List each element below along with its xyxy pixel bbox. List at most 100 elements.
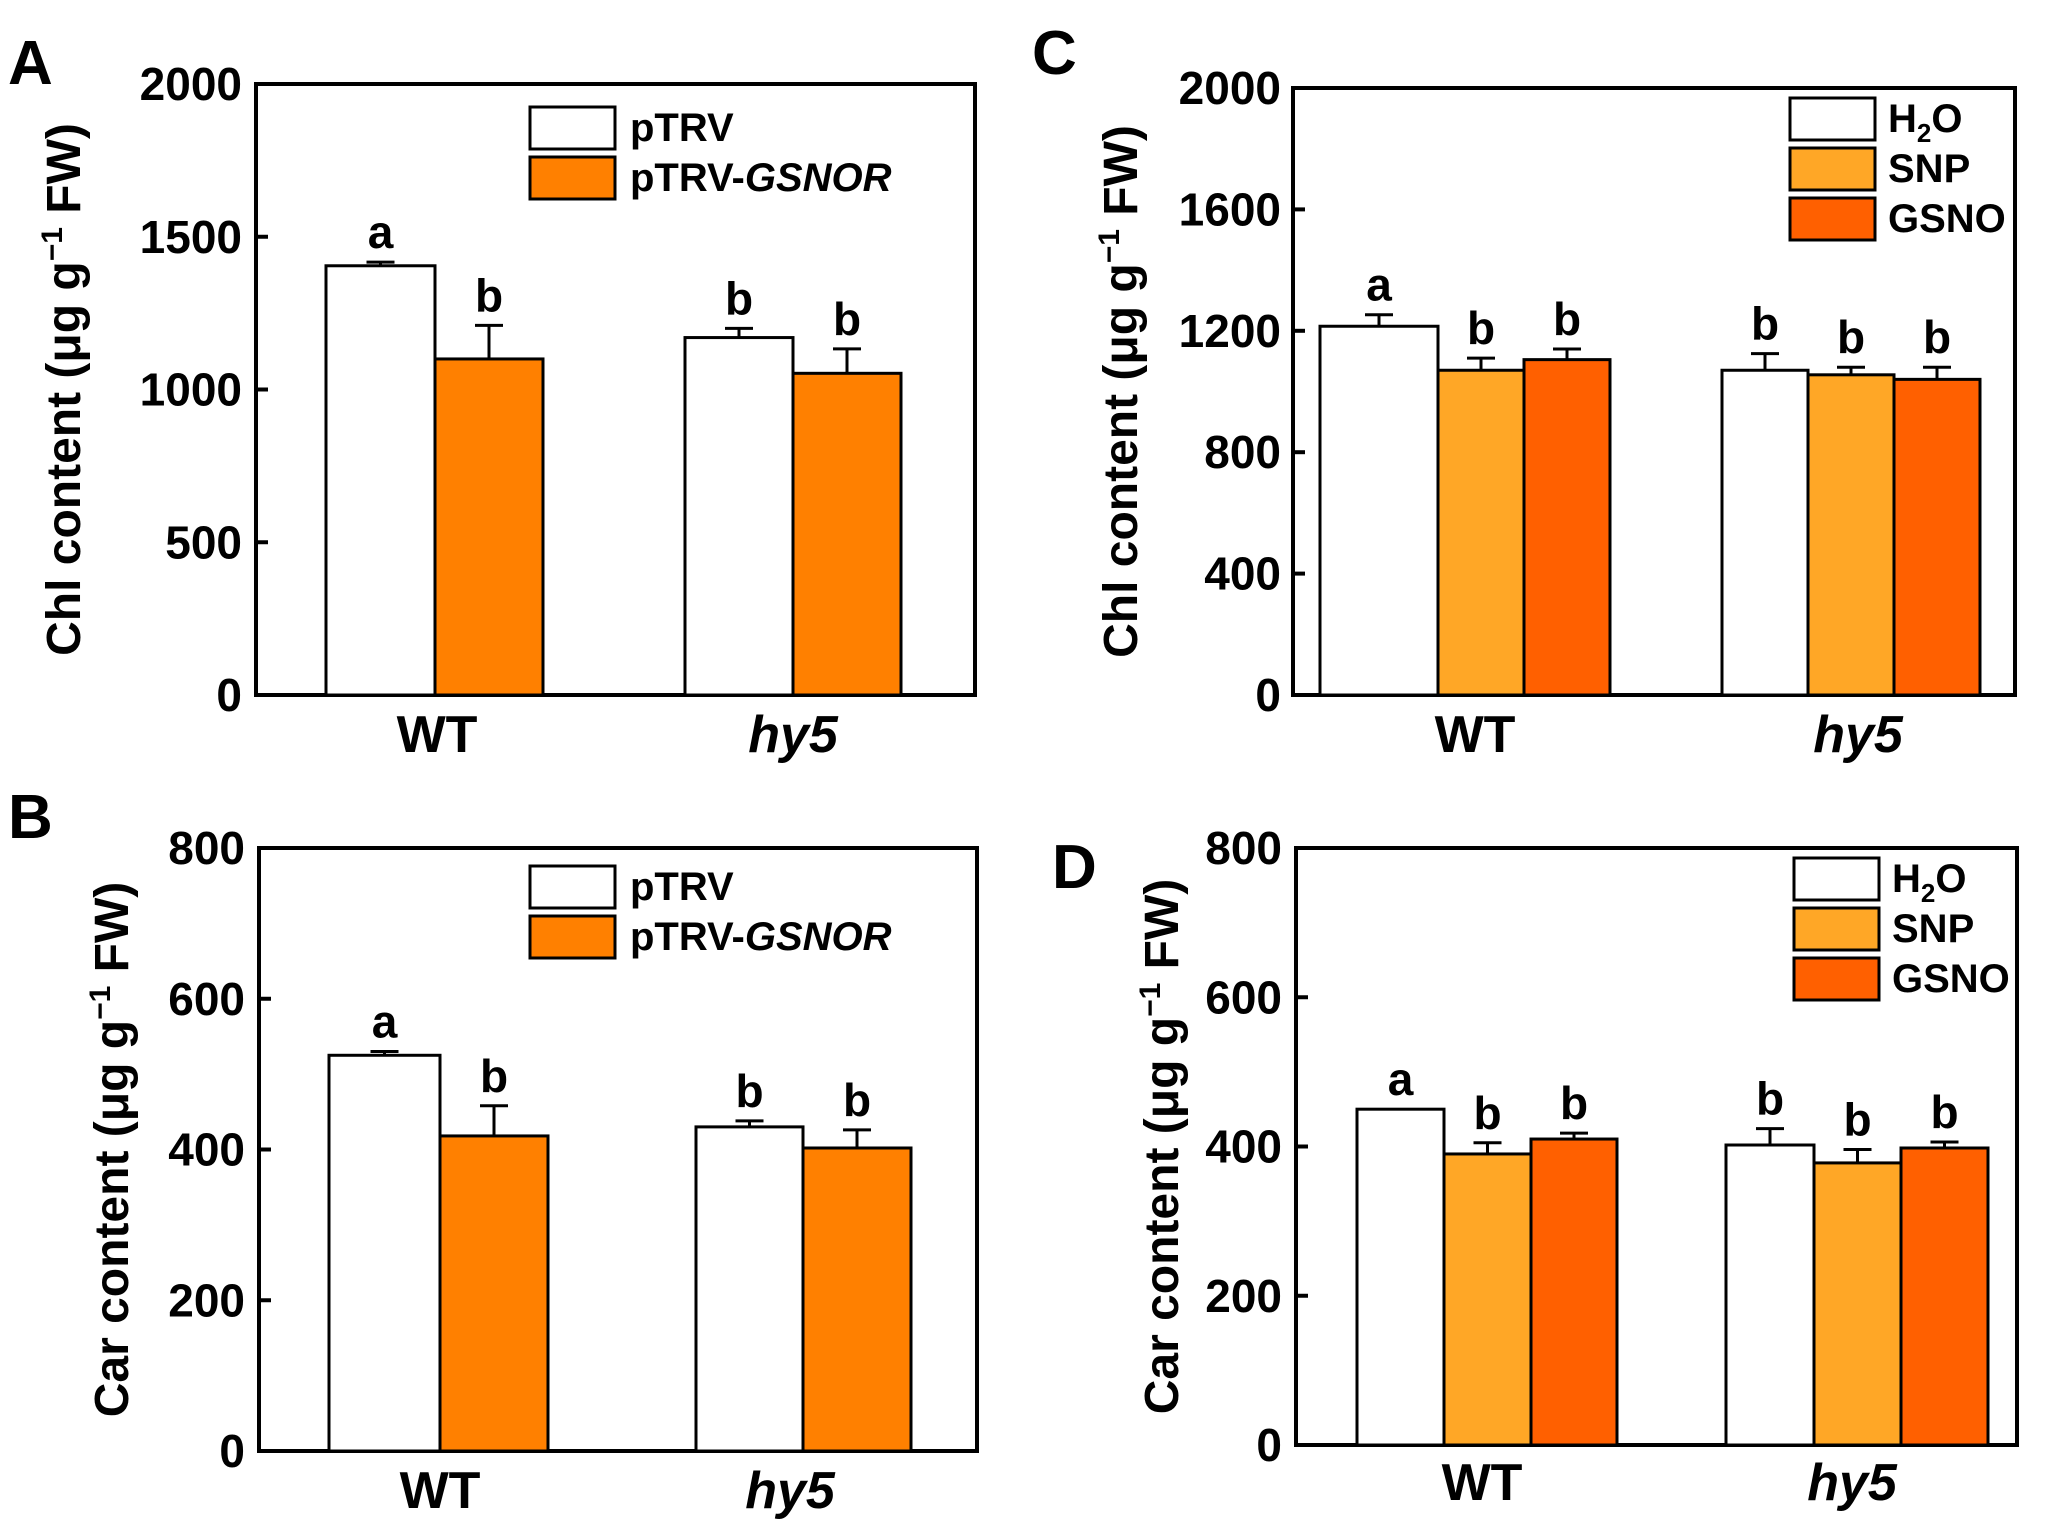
legend-swatch (528, 864, 617, 910)
bar-gsno-wt (1529, 1137, 1619, 1447)
significance-letter: b (1473, 1087, 1501, 1139)
panel-label: D (1052, 833, 1097, 902)
y-tick-label: 500 (165, 516, 242, 568)
y-axis-title: Chl content (μg g−1 FW) (36, 123, 91, 656)
legend-swatch (1788, 96, 1877, 142)
bar-h2o-hy5 (1724, 1143, 1816, 1447)
legend-swatch (528, 914, 617, 960)
significance-letter: b (1467, 302, 1495, 354)
y-tick-label: 400 (1204, 548, 1281, 600)
legend-swatch (528, 155, 617, 201)
significance-letter: b (1930, 1086, 1958, 1138)
bar-ptrv-gsnor-hy5 (791, 371, 903, 697)
y-tick-label: 0 (216, 669, 242, 721)
significance-letter: b (1751, 298, 1779, 350)
y-axis-title: Car content (μg g−1 FW) (1134, 879, 1189, 1415)
y-tick-label: 0 (219, 1425, 245, 1477)
chart-panel-c: 0 400 800 1200 1600 2000 Chl content (μg g−1 F… (1032, 19, 2017, 764)
x-category-label: hy5 (745, 1462, 836, 1520)
bar-snp-hy5 (1806, 373, 1896, 697)
plot-frame (1291, 86, 2017, 697)
bar-h2o-wt (1355, 1107, 1446, 1447)
legend-label: pTRV (630, 106, 734, 150)
x-category-label: hy5 (748, 706, 839, 764)
legend-swatch (1792, 856, 1881, 902)
significance-letter: b (1843, 1093, 1871, 1145)
bar-ptrv-hy5 (683, 336, 795, 697)
significance-letter: b (1553, 293, 1581, 345)
bar-ptrv-gsnor-wt (438, 1134, 550, 1453)
y-tick-label: 0 (1256, 1419, 1282, 1471)
legend-label: pTRV-GSNOR (630, 156, 892, 200)
significance-letter: a (1388, 1053, 1414, 1105)
significance-letter: b (480, 1050, 508, 1102)
significance-letter: b (735, 1065, 763, 1117)
bar-h2o-hy5 (1720, 368, 1810, 697)
y-tick-label: 400 (1205, 1121, 1282, 1173)
bar-ptrv-gsnor-wt (433, 357, 545, 697)
legend: pTRV pTRV-GSNOR (528, 105, 892, 201)
x-category-label: WT (400, 1462, 481, 1520)
y-tick-label: 600 (1205, 971, 1282, 1023)
significance-letter: a (1366, 259, 1392, 311)
bar-h2o-wt (1318, 324, 1440, 697)
significance-letter: b (725, 272, 753, 324)
significance-letter: b (1923, 311, 1951, 363)
significance-letter: b (1756, 1073, 1784, 1125)
legend-swatch (1792, 906, 1881, 952)
significance-letter: b (1560, 1077, 1588, 1129)
legend-label: pTRV-GSNOR (630, 915, 892, 959)
bar-gsno-wt (1522, 358, 1612, 697)
x-category-label: WT (397, 706, 478, 764)
y-tick-label: 2000 (1179, 62, 1281, 114)
y-tick-label: 1000 (140, 364, 242, 416)
legend-swatch (1788, 196, 1877, 242)
y-tick-label: 0 (1255, 669, 1281, 721)
bar-ptrv-wt (327, 1053, 442, 1453)
x-category-label: WT (1442, 1454, 1523, 1512)
significance-letter: b (843, 1074, 871, 1126)
bar-ptrv-gsnor-hy5 (801, 1146, 913, 1453)
significance-letter: b (475, 269, 503, 321)
chart-panel-d: 0 200 400 600 800 Car content (μg g−1 FW) Da b b… (1052, 822, 2019, 1512)
panel-label: B (8, 783, 53, 852)
legend-swatch (1792, 956, 1881, 1002)
y-tick-label: 1600 (1179, 183, 1281, 235)
legend-label: SNP (1888, 147, 1970, 191)
y-tick-label: 200 (168, 1274, 245, 1326)
chart-panel-b: 0 200 400 600 800 Car content (μg g−1 FW) Ba b W… (8, 783, 979, 1520)
y-tick-label: 1500 (140, 211, 242, 263)
panel-label: A (8, 29, 53, 98)
significance-letter: b (833, 293, 861, 345)
significance-letter: a (368, 206, 394, 258)
bar-snp-hy5 (1812, 1161, 1903, 1447)
legend-label: GSNO (1892, 957, 2010, 1001)
y-tick-label: 800 (168, 822, 245, 874)
legend-label: GSNO (1888, 197, 2006, 241)
legend-label: pTRV (630, 865, 734, 909)
significance-letter: b (1837, 311, 1865, 363)
y-axis-title: Car content (μg g−1 FW) (84, 882, 139, 1418)
legend-label: SNP (1892, 907, 1974, 951)
legend-label: H2O (1892, 857, 1966, 908)
y-tick-label: 2000 (140, 58, 242, 110)
legend: pTRV pTRV-GSNOR (528, 864, 892, 960)
y-tick-label: 1200 (1179, 305, 1281, 357)
x-category-label: hy5 (1807, 1454, 1898, 1512)
legend-swatch (528, 105, 617, 151)
bar-ptrv-hy5 (694, 1125, 805, 1453)
significance-letter: a (372, 996, 398, 1048)
bar-snp-wt (1442, 1152, 1533, 1447)
y-tick-label: 800 (1205, 822, 1282, 874)
x-category-label: WT (1435, 706, 1516, 764)
y-axis-title: Chl content (μg g−1 FW) (1093, 125, 1148, 658)
panel-label: C (1032, 19, 1077, 88)
bar-gsno-hy5 (1899, 1146, 1990, 1447)
bar-snp-wt (1436, 368, 1526, 697)
y-tick-label: 600 (168, 973, 245, 1025)
y-tick-label: 200 (1205, 1270, 1282, 1322)
y-tick-label: 400 (168, 1124, 245, 1176)
